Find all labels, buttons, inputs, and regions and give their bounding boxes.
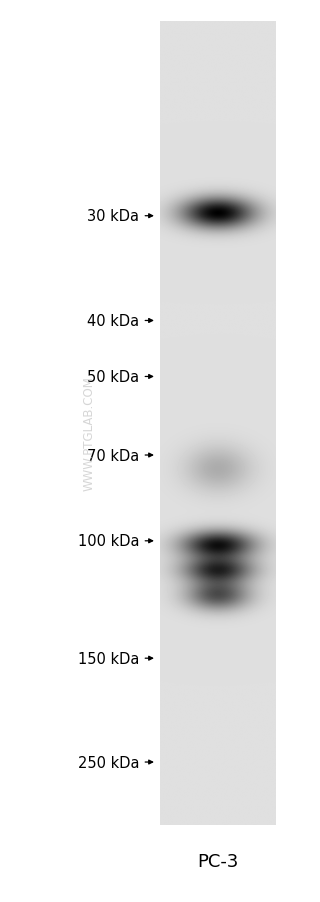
Text: 40 kDa: 40 kDa (87, 314, 139, 328)
Text: 100 kDa: 100 kDa (78, 534, 139, 548)
Text: PC-3: PC-3 (197, 852, 238, 870)
Text: 30 kDa: 30 kDa (87, 209, 139, 224)
Text: WWW.PTGLAB.COM: WWW.PTGLAB.COM (83, 375, 96, 491)
Text: 150 kDa: 150 kDa (78, 651, 139, 666)
Text: 50 kDa: 50 kDa (87, 370, 139, 384)
Text: 70 kDa: 70 kDa (87, 448, 139, 463)
Text: 250 kDa: 250 kDa (78, 755, 139, 769)
